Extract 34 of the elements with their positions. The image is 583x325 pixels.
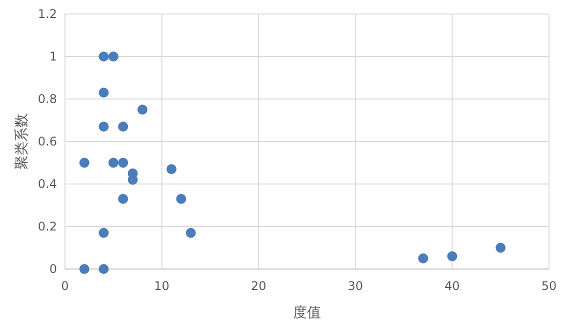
- point: [79, 264, 90, 274]
- point: [79, 158, 90, 168]
- point: [166, 164, 176, 174]
- point: [118, 194, 128, 204]
- x-tick-label: 30: [348, 279, 364, 293]
- point: [98, 228, 109, 238]
- x-tick-label: 10: [154, 279, 170, 293]
- x-tick-label: 40: [444, 279, 460, 293]
- x-tick-label: 0: [61, 279, 69, 293]
- point: [447, 251, 458, 262]
- y-tick-label: 0.6: [38, 134, 57, 148]
- x-tick-label: 20: [250, 279, 266, 293]
- point: [108, 158, 118, 168]
- x-tick-label: 50: [541, 279, 557, 293]
- point: [496, 242, 506, 253]
- point: [98, 88, 109, 98]
- point: [176, 194, 186, 204]
- point: [137, 104, 148, 115]
- point: [186, 228, 196, 238]
- y-tick-label: 0.8: [38, 92, 57, 106]
- y-tick-label: 1.2: [38, 7, 57, 21]
- y-axis-title: 聚类系数: [14, 114, 30, 170]
- point: [118, 158, 128, 168]
- y-tick-label: 0: [49, 262, 57, 276]
- point: [108, 52, 118, 62]
- point: [418, 253, 428, 264]
- point: [98, 122, 109, 132]
- x-axis-title: 度值: [293, 305, 321, 321]
- point: [118, 122, 128, 132]
- point: [98, 52, 109, 62]
- y-tick-label: 0.2: [38, 220, 57, 234]
- point: [98, 264, 109, 274]
- y-tick-label: 0.4: [38, 177, 57, 191]
- y-tick-label: 1: [49, 50, 57, 64]
